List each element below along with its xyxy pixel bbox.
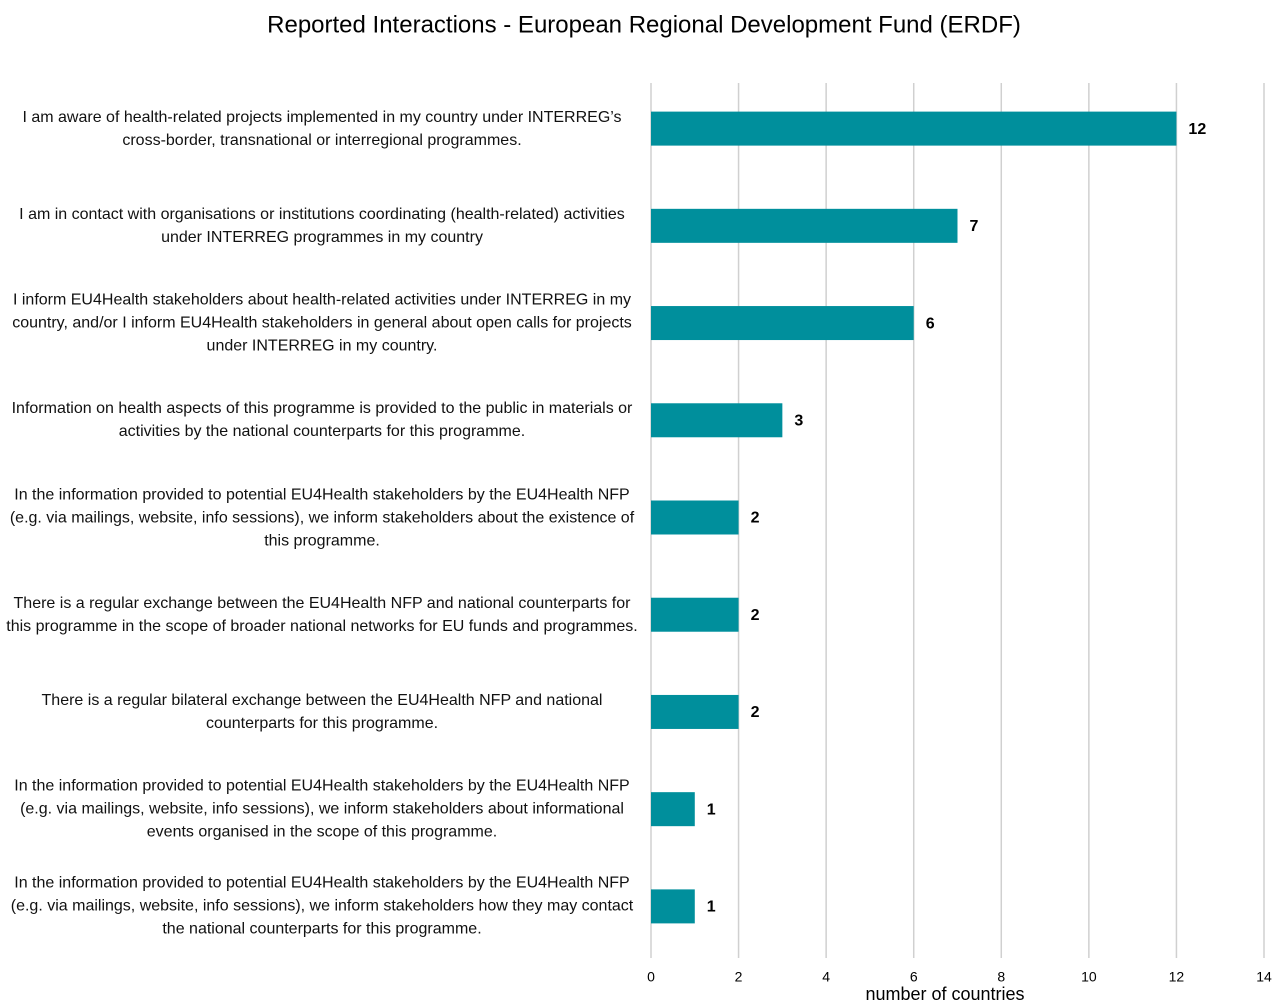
value-label: 1 [707, 899, 716, 916]
x-tick-label: 6 [910, 969, 918, 985]
bar [651, 694, 739, 729]
bar [651, 597, 739, 632]
category-label: I am in contact with organisations or in… [19, 205, 625, 246]
value-label: 2 [751, 510, 760, 527]
x-tick-label: 0 [647, 969, 655, 985]
bar [651, 792, 695, 827]
value-label: 12 [1188, 121, 1206, 138]
category-label: In the information provided to potential… [10, 874, 634, 938]
x-tick-label: 4 [822, 969, 830, 985]
x-tick-label: 10 [1081, 969, 1097, 985]
value-label: 6 [926, 315, 935, 332]
category-label: In the information provided to potential… [9, 486, 635, 549]
category-label: Information on health aspects of this pr… [11, 400, 633, 441]
bar [651, 889, 695, 924]
value-label: 2 [751, 704, 760, 721]
x-axis-label: number of countries [865, 984, 1024, 1004]
bar [651, 500, 739, 535]
bar [651, 306, 914, 341]
bar [651, 403, 783, 438]
category-label: There is a regular bilateral exchange be… [41, 691, 603, 732]
value-label: 2 [751, 607, 760, 624]
value-label: 3 [794, 412, 803, 429]
category-label: In the information provided to potential… [14, 777, 630, 841]
x-tick-label: 2 [735, 969, 743, 985]
category-label: I am aware of health-related projects im… [22, 108, 622, 149]
bar [651, 111, 1177, 146]
x-tick-label: 8 [997, 969, 1005, 985]
bar [651, 208, 958, 243]
value-label: 1 [707, 801, 716, 818]
chart-title: Reported Interactions - European Regiona… [267, 11, 1021, 38]
x-tick-label: 12 [1169, 969, 1185, 985]
value-label: 7 [970, 218, 979, 235]
category-label: There is a regular exchange between the … [6, 594, 638, 635]
x-tick-label: 14 [1256, 969, 1272, 985]
category-label: I inform EU4Health stakeholders about he… [12, 291, 632, 355]
